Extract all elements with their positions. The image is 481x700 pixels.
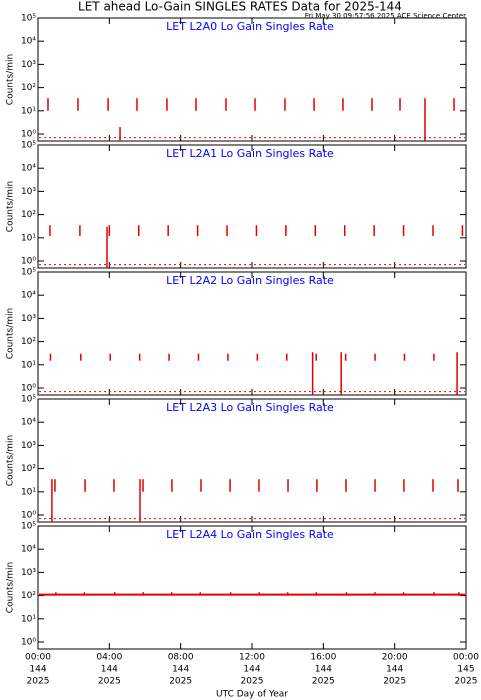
y-tick-label: 10⁰ bbox=[21, 130, 36, 140]
plot-frame bbox=[37, 271, 467, 396]
x-tick-label: 12:00 bbox=[239, 653, 265, 663]
x-tick-day: 144 bbox=[172, 665, 189, 675]
x-tick-day: 145 bbox=[457, 665, 474, 675]
y-axis-label: Counts/min bbox=[6, 562, 16, 613]
x-tick-year: 2025 bbox=[312, 677, 335, 687]
y-tick-label: 10⁵ bbox=[21, 522, 36, 532]
plot-frame bbox=[37, 398, 467, 523]
x-tick-label: 08:00 bbox=[168, 653, 194, 663]
x-tick-year: 2025 bbox=[98, 677, 121, 687]
y-tick-label: 10² bbox=[21, 464, 36, 474]
x-tick-day: 144 bbox=[386, 665, 403, 675]
x-tick-day: 144 bbox=[101, 665, 118, 675]
y-tick-label: 10⁴ bbox=[21, 164, 36, 174]
plot-frame bbox=[37, 144, 467, 269]
y-tick-label: 10⁵ bbox=[21, 395, 36, 405]
x-tick-year: 2025 bbox=[27, 677, 50, 687]
y-tick-label: 10¹ bbox=[21, 233, 36, 243]
x-tick-label: 04:00 bbox=[96, 653, 122, 663]
y-tick-label: 10² bbox=[21, 83, 36, 93]
x-tick-label: 16:00 bbox=[310, 653, 336, 663]
y-tick-label: 10⁰ bbox=[21, 384, 36, 394]
x-tick-label: 20:00 bbox=[382, 653, 408, 663]
y-tick-label: 10⁵ bbox=[21, 268, 36, 278]
y-tick-label: 10¹ bbox=[21, 614, 36, 624]
x-axis-label: UTC Day of Year bbox=[216, 690, 288, 700]
y-tick-label: 10¹ bbox=[21, 487, 36, 497]
y-tick-label: 10⁰ bbox=[21, 511, 36, 521]
y-tick-label: 10¹ bbox=[21, 106, 36, 116]
y-tick-label: 10⁴ bbox=[21, 545, 36, 555]
y-tick-label: 10³ bbox=[21, 441, 36, 451]
plot-frame bbox=[37, 17, 467, 142]
chart-title: LET ahead Lo-Gain SINGLES RATES Data for… bbox=[78, 0, 402, 14]
panel-title: LET L2A4 Lo Gain Singles Rate bbox=[166, 528, 334, 541]
y-tick-label: 10⁴ bbox=[21, 418, 36, 428]
panel-title: LET L2A1 Lo Gain Singles Rate bbox=[166, 147, 334, 160]
chart-subtitle: Fri May 30 09:57:56 2025 ACE Science Cen… bbox=[305, 12, 466, 20]
x-tick-day: 144 bbox=[29, 665, 46, 675]
y-tick-label: 10² bbox=[21, 337, 36, 347]
y-tick-label: 10⁵ bbox=[21, 141, 36, 151]
y-tick-label: 10⁰ bbox=[21, 257, 36, 267]
y-tick-label: 10² bbox=[21, 210, 36, 220]
y-tick-label: 10³ bbox=[21, 314, 36, 324]
y-axis-label: Counts/min bbox=[6, 435, 16, 486]
y-tick-label: 10⁵ bbox=[21, 14, 36, 24]
panel-title: LET L2A0 Lo Gain Singles Rate bbox=[166, 20, 334, 33]
x-tick-day: 144 bbox=[243, 665, 260, 675]
y-tick-label: 10⁴ bbox=[21, 37, 36, 47]
y-axis-label: Counts/min bbox=[6, 54, 16, 105]
plot-frame bbox=[37, 525, 467, 650]
x-tick-year: 2025 bbox=[455, 677, 478, 687]
x-tick-label: 00:00 bbox=[453, 653, 479, 663]
y-tick-label: 10³ bbox=[21, 568, 36, 578]
x-tick-year: 2025 bbox=[169, 677, 192, 687]
y-tick-label: 10⁰ bbox=[21, 638, 36, 648]
y-tick-label: 10⁴ bbox=[21, 291, 36, 301]
panel-title: LET L2A2 Lo Gain Singles Rate bbox=[166, 274, 334, 287]
y-axis-label: Counts/min bbox=[6, 181, 16, 232]
x-tick-year: 2025 bbox=[383, 677, 406, 687]
x-tick-year: 2025 bbox=[241, 677, 264, 687]
x-tick-label: 00:00 bbox=[25, 653, 51, 663]
x-tick-day: 144 bbox=[315, 665, 332, 675]
y-tick-label: 10³ bbox=[21, 60, 36, 70]
y-tick-label: 10¹ bbox=[21, 360, 36, 370]
panel-title: LET L2A3 Lo Gain Singles Rate bbox=[166, 401, 334, 414]
y-tick-label: 10³ bbox=[21, 187, 36, 197]
y-tick-label: 10² bbox=[21, 591, 36, 601]
y-axis-label: Counts/min bbox=[6, 308, 16, 359]
